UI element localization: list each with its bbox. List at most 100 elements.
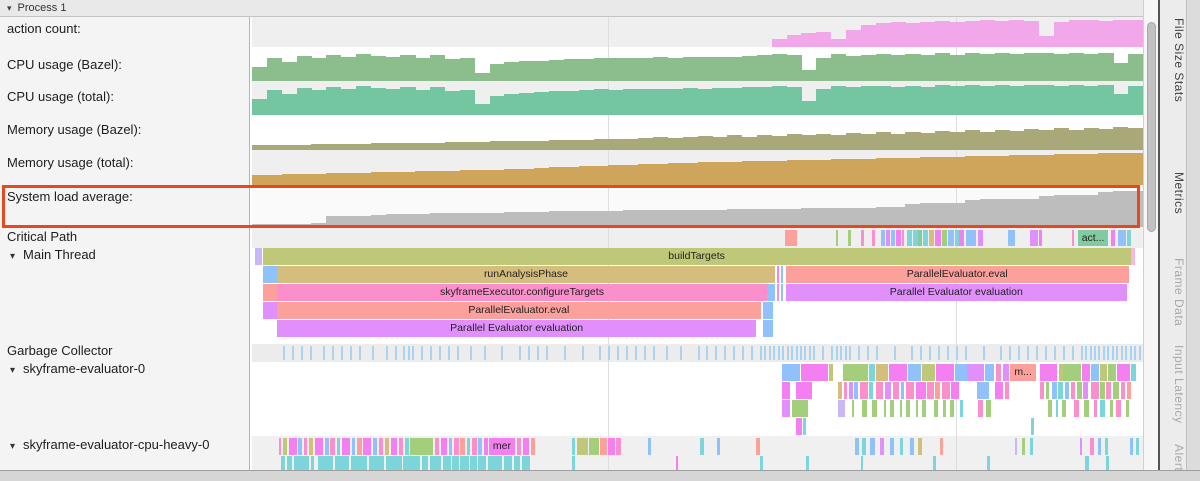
timeline-canvas[interactable]: act... buildTargets runAnalysisPhase Para… [252, 17, 1143, 470]
gc-event-tick[interactable] [768, 346, 771, 360]
trace-slice-labeled[interactable]: runAnalysisPhase [276, 266, 775, 283]
trace-slice-labeled[interactable]: Parallel Evaluator evaluation [276, 320, 757, 337]
trace-slice[interactable] [1120, 382, 1126, 399]
trace-slice[interactable] [965, 230, 977, 246]
trace-slice[interactable] [478, 438, 482, 455]
trace-slice[interactable] [759, 456, 764, 470]
gc-event-tick[interactable] [982, 346, 985, 360]
gc-event-tick[interactable] [724, 346, 727, 360]
vertical-scrollbar-thumb[interactable] [1147, 22, 1156, 232]
trace-slice[interactable] [935, 382, 940, 399]
trace-slice[interactable] [763, 302, 774, 319]
trace-slice[interactable] [399, 438, 404, 455]
trace-slice[interactable] [1131, 248, 1135, 265]
thread-row-main-thread[interactable]: ▾ Main Thread [10, 247, 96, 262]
trace-slice[interactable] [452, 456, 459, 470]
tab-frame-data[interactable]: Frame Data [1172, 258, 1186, 327]
gc-event-tick[interactable] [483, 346, 486, 360]
trace-slice[interactable] [647, 438, 652, 455]
trace-slice[interactable] [1029, 230, 1038, 246]
trace-slice[interactable] [889, 438, 895, 455]
trace-slice[interactable] [1061, 400, 1067, 417]
trace-slice-labeled[interactable]: m... [1010, 364, 1037, 381]
trace-slice[interactable] [896, 230, 901, 246]
gc-event-tick[interactable] [822, 346, 825, 360]
gc-event-tick[interactable] [350, 346, 352, 360]
gc-event-tick[interactable] [964, 346, 967, 360]
gc-event-tick[interactable] [323, 346, 326, 360]
trace-slice[interactable] [521, 456, 530, 470]
trace-slice[interactable] [781, 284, 784, 301]
gc-event-tick[interactable] [697, 346, 700, 360]
trace-slice[interactable] [995, 364, 1002, 381]
gc-event-tick[interactable] [1062, 346, 1065, 360]
chart-sys-load[interactable] [252, 189, 1143, 227]
trace-slice[interactable] [872, 230, 875, 246]
trace-slice[interactable] [1079, 438, 1083, 455]
trace-slice[interactable] [577, 438, 588, 455]
trace-slice[interactable] [889, 364, 907, 381]
trace-slice[interactable] [1091, 382, 1100, 399]
trace-slice[interactable] [782, 400, 791, 417]
gc-event-tick[interactable] [844, 346, 847, 360]
chart-mem-bazel[interactable] [252, 117, 1143, 150]
gc-event-tick[interactable] [421, 346, 424, 360]
trace-slice[interactable] [776, 266, 780, 283]
gc-event-tick[interactable] [866, 346, 869, 360]
trace-slice[interactable] [1117, 364, 1130, 381]
gc-event-tick[interactable] [563, 346, 566, 360]
gc-event-tick[interactable] [448, 346, 451, 360]
trace-slice-labeled[interactable]: buildTargets [262, 248, 1131, 265]
track-main-thread-4[interactable]: Parallel Evaluator evaluation [252, 320, 1143, 337]
trace-slice[interactable] [1110, 230, 1116, 246]
trace-slice[interactable] [939, 438, 944, 455]
gc-event-tick[interactable] [791, 346, 794, 360]
trace-slice[interactable] [922, 400, 927, 417]
trace-slice[interactable] [1106, 382, 1111, 399]
gc-event-tick[interactable] [501, 346, 504, 360]
trace-slice[interactable] [929, 230, 934, 246]
gc-event-tick[interactable] [430, 346, 433, 360]
trace-slice[interactable] [283, 438, 287, 455]
gc-event-tick[interactable] [644, 346, 647, 360]
gc-event-tick[interactable] [1018, 346, 1021, 360]
chart-action-count[interactable] [252, 19, 1143, 47]
trace-slice[interactable] [941, 230, 947, 246]
gc-event-tick[interactable] [599, 346, 602, 360]
gc-event-tick[interactable] [773, 346, 776, 360]
trace-slice-labeled[interactable]: skyframeExecutor.configureTargets [276, 284, 767, 301]
trace-slice[interactable] [901, 230, 905, 246]
thread-row-sky-heavy[interactable]: ▾ skyframe-evaluator-cpu-heavy-0 [10, 437, 210, 452]
trace-slice[interactable] [842, 364, 868, 381]
chart-mem-total[interactable] [252, 152, 1143, 185]
trace-slice[interactable] [838, 382, 842, 399]
trace-slice[interactable] [782, 364, 800, 381]
trace-slice[interactable] [978, 230, 983, 246]
trace-slice[interactable] [861, 230, 865, 246]
trace-slice[interactable] [262, 284, 277, 301]
gc-event-tick[interactable] [1129, 346, 1132, 360]
trace-slice[interactable] [390, 438, 398, 455]
trace-slice[interactable] [1130, 364, 1136, 381]
gc-event-tick[interactable] [808, 346, 811, 360]
gc-event-tick[interactable] [1009, 346, 1012, 360]
trace-slice[interactable] [466, 438, 471, 455]
trace-slice[interactable] [1082, 364, 1091, 381]
trace-slice[interactable] [1112, 382, 1119, 399]
gc-event-tick[interactable] [528, 346, 531, 360]
trace-slice[interactable] [934, 230, 941, 246]
trace-slice[interactable] [504, 456, 513, 470]
trace-slice[interactable] [522, 438, 530, 455]
gc-event-tick[interactable] [1120, 346, 1123, 360]
trace-slice[interactable] [1085, 456, 1089, 470]
trace-slice[interactable] [967, 364, 984, 381]
gc-event-tick[interactable] [857, 346, 860, 360]
trace-slice[interactable] [848, 230, 851, 246]
trace-slice[interactable] [254, 248, 262, 265]
gc-event-tick[interactable] [537, 346, 540, 360]
trace-slice[interactable] [884, 382, 891, 399]
trace-slice-labeled[interactable]: ParallelEvaluator.eval [785, 266, 1129, 283]
trace-slice[interactable] [838, 400, 845, 417]
trace-slice[interactable] [262, 302, 277, 319]
gc-event-tick[interactable] [385, 346, 388, 360]
